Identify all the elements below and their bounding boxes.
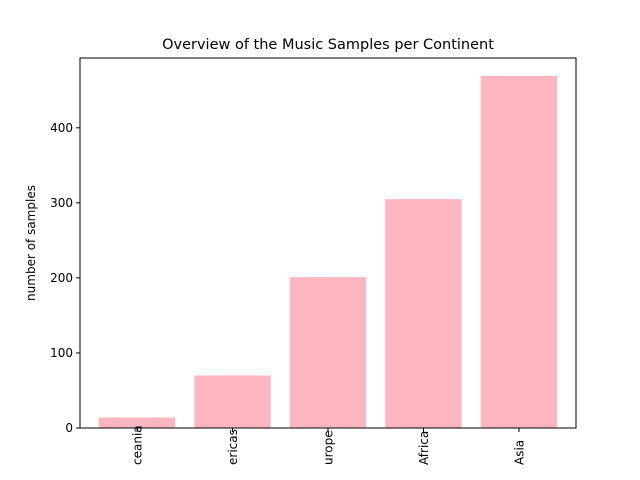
y-axis: 0 100 200 300 400 (50, 121, 80, 435)
bar-africa (385, 199, 462, 428)
y-tick-label: 0 (65, 421, 73, 435)
y-tick-label: 300 (50, 196, 73, 210)
x-tick-label: ceania (131, 425, 145, 465)
chart-title: Overview of the Music Samples per Contin… (162, 37, 494, 53)
y-tick-label: 200 (50, 271, 73, 285)
y-tick-label: 100 (50, 346, 73, 360)
x-tick-label: Asia (513, 440, 527, 465)
bar-americas (194, 375, 271, 428)
bars-group (98, 76, 558, 428)
bar-oceania (98, 417, 176, 428)
x-tick-label: Africa (417, 431, 431, 465)
y-axis-label: number of samples (24, 185, 38, 301)
x-tick-label: ericas (226, 429, 240, 465)
bar-asia (480, 76, 558, 428)
x-axis: ceania ericas urope Africa Asia (131, 425, 527, 465)
x-tick-label: urope (322, 430, 336, 465)
y-tick-label: 400 (50, 121, 73, 135)
bar-europe (289, 277, 367, 428)
